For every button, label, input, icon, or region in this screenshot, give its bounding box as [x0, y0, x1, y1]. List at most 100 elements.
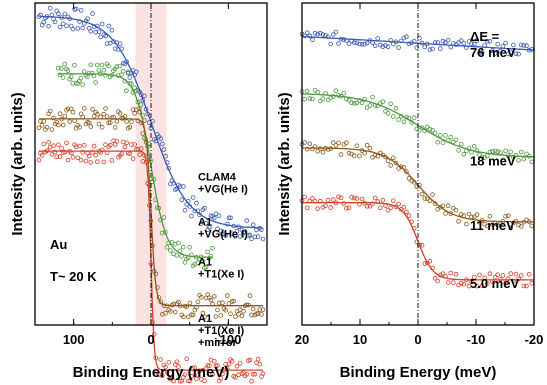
data-point [388, 38, 394, 43]
data-point [508, 149, 514, 155]
data-point [184, 304, 190, 309]
data-point [404, 34, 409, 39]
data-point [427, 126, 433, 132]
data-point [471, 41, 477, 47]
data-point [328, 41, 334, 47]
data-point [354, 196, 360, 201]
data-point [229, 358, 235, 364]
data-point [180, 244, 186, 250]
data-point [370, 155, 375, 160]
data-point [414, 45, 420, 50]
data-point [106, 120, 111, 125]
data-point [364, 203, 370, 209]
data-point [461, 40, 467, 46]
data-point [228, 311, 233, 317]
series-label: A1 [198, 313, 212, 325]
data-point [508, 225, 514, 231]
data-point [495, 272, 501, 278]
data-point [47, 6, 53, 11]
data-point [344, 140, 349, 146]
data-point [315, 206, 321, 212]
data-point [479, 49, 485, 55]
data-point [96, 121, 102, 127]
data-point [106, 63, 111, 69]
data-point [46, 140, 51, 145]
data-point [346, 41, 352, 46]
data-point [401, 35, 407, 41]
data-point [503, 148, 508, 154]
data-point [325, 34, 331, 39]
data-point [130, 107, 136, 112]
data-point [341, 201, 347, 206]
data-point [367, 103, 373, 108]
data-point [323, 203, 328, 209]
data-point [203, 295, 209, 301]
data-point [417, 128, 422, 133]
data-point [372, 195, 378, 201]
data-point [411, 115, 417, 120]
data-point [354, 100, 360, 106]
data-point [82, 143, 87, 148]
data-point [80, 149, 85, 155]
data-point [57, 72, 63, 78]
data-point [187, 378, 193, 384]
data-point [114, 139, 120, 144]
data-point [202, 205, 207, 211]
data-point [228, 215, 233, 221]
data-point [249, 378, 254, 384]
data-point [134, 69, 139, 75]
data-point [124, 119, 129, 124]
data-point [469, 41, 474, 46]
data-point [247, 232, 253, 238]
series-2 [55, 61, 215, 271]
data-point [417, 242, 422, 248]
data-point [390, 114, 396, 119]
data-point [114, 119, 120, 124]
data-point [445, 203, 451, 209]
data-point [129, 119, 134, 124]
data-point [310, 196, 315, 201]
data-point [101, 111, 107, 117]
data-point [351, 100, 357, 106]
data-point [435, 278, 441, 284]
series-label: 5.0 meV [470, 276, 519, 291]
data-point [55, 65, 61, 71]
data-point [445, 280, 451, 285]
data-point [474, 212, 480, 218]
data-point [103, 33, 108, 39]
data-point [443, 211, 448, 216]
data-point [456, 219, 461, 224]
data-point [474, 38, 480, 43]
data-point [114, 64, 119, 69]
data-point [229, 231, 235, 237]
data-point [344, 205, 349, 211]
data-point [364, 40, 370, 46]
data-point [190, 195, 196, 200]
data-point [529, 159, 534, 165]
data-point [310, 37, 315, 42]
fit-curve [38, 15, 264, 229]
data-point [56, 142, 61, 148]
data-point [511, 278, 516, 284]
data-point [250, 222, 256, 228]
data-point [380, 197, 386, 203]
data-point [302, 96, 307, 102]
data-point [62, 149, 68, 155]
series-label: +T1(Xe I) [198, 325, 244, 337]
data-point [317, 30, 323, 36]
data-point [424, 124, 430, 130]
data-point [132, 111, 138, 116]
data-point [349, 194, 354, 200]
data-point [215, 226, 220, 232]
data-point [521, 43, 527, 48]
data-point [134, 107, 139, 112]
data-point [190, 312, 196, 318]
data-point [129, 142, 134, 147]
data-point [57, 154, 63, 159]
data-point [529, 280, 534, 286]
data-point [505, 213, 511, 219]
data-point [390, 155, 396, 161]
data-point [453, 137, 459, 143]
data-point [203, 221, 209, 226]
data-point [215, 307, 220, 313]
